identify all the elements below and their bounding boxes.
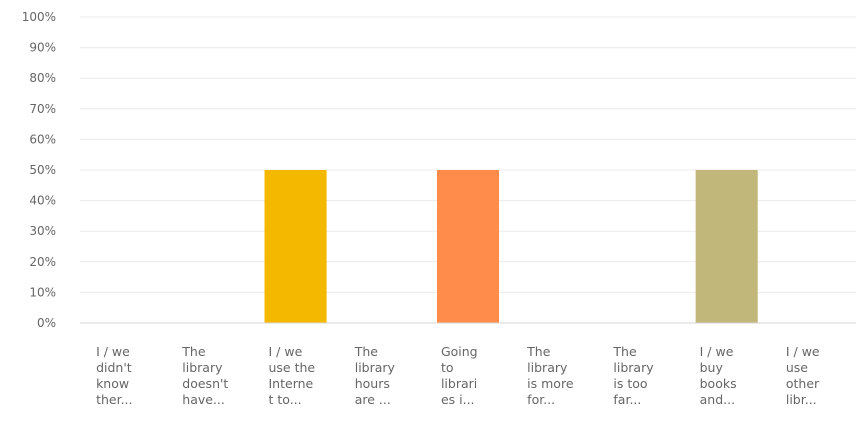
- x-category-label: The library hours are ...: [354, 344, 396, 407]
- x-category-label: I / we buy books and...: [700, 344, 737, 407]
- y-tick-label: 40%: [29, 194, 56, 208]
- bar: [264, 170, 327, 323]
- x-category-label: The library is more for...: [526, 344, 574, 407]
- bars: [264, 170, 758, 323]
- y-tick-label: 70%: [29, 102, 56, 116]
- y-tick-label: 50%: [29, 163, 56, 177]
- x-category-label: I / we use the Interne t to...: [269, 344, 316, 407]
- x-category-label: I / we use other libr...: [786, 344, 820, 407]
- y-axis-ticks: 0% 10% 20% 30% 40% 50% 60% 70% 80% 90% 100%: [22, 10, 56, 330]
- y-tick-label: 20%: [29, 255, 56, 269]
- y-tick-label: 10%: [29, 285, 56, 299]
- x-category-label: I / we didn't know ther...: [96, 344, 132, 407]
- x-category-label: The library doesn't have...: [181, 344, 228, 407]
- y-tick-label: 80%: [29, 71, 56, 85]
- bar: [695, 170, 758, 323]
- x-axis-labels: I / we didn't know ther... The library doesn't…: [96, 344, 820, 407]
- y-tick-label: 100%: [22, 10, 56, 24]
- y-tick-label: 60%: [29, 132, 56, 146]
- bar: [436, 170, 500, 323]
- y-tick-label: 30%: [29, 224, 56, 238]
- y-tick-label: 90%: [29, 41, 56, 55]
- x-category-label: The library is too far...: [612, 344, 654, 407]
- x-category-label: Going to librari es i...: [441, 344, 478, 407]
- y-tick-label: 0%: [37, 316, 56, 330]
